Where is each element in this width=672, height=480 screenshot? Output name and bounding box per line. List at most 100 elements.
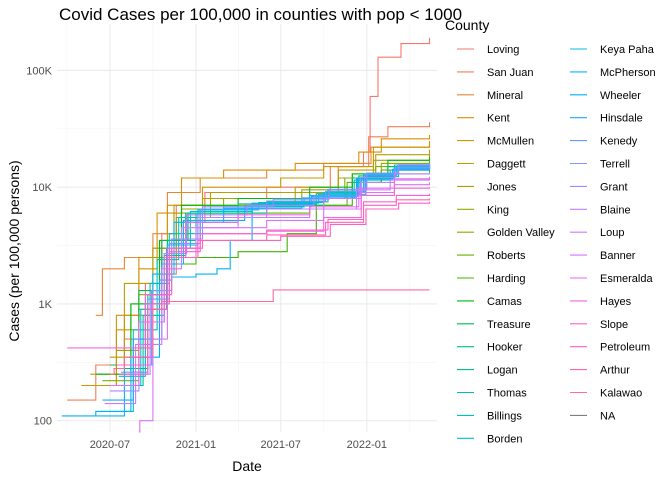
legend-item: Golden Valley	[457, 227, 555, 239]
legend-label: Hinsdale	[600, 113, 643, 125]
legend-label: Camas	[487, 296, 522, 308]
legend-item: Keya Paha	[570, 44, 655, 56]
legend-label: Hooker	[487, 342, 523, 354]
legend-title: County	[445, 17, 489, 33]
x-tick-label: 2022-01	[347, 439, 387, 451]
legend-item: Terrell	[570, 159, 630, 171]
legend-item: Billings	[457, 410, 522, 422]
legend-label: Golden Valley	[487, 227, 555, 239]
y-tick-label: 100K	[26, 65, 52, 77]
legend-label: Banner	[600, 250, 636, 262]
legend-label: San Juan	[487, 67, 533, 79]
x-tick-label: 2021-07	[261, 439, 301, 451]
grid	[57, 24, 437, 432]
x-tick-label: 2020-07	[90, 439, 130, 451]
legend-label: Roberts	[487, 250, 526, 262]
legend-item: Grant	[570, 181, 628, 193]
legend-item: Esmeralda	[570, 273, 653, 285]
y-axis-title: Cases (per 100,000 persons)	[6, 160, 22, 341]
legend-label: Logan	[487, 365, 518, 377]
legend-label: Harding	[487, 273, 526, 285]
legend-item: Kenedy	[570, 136, 638, 148]
series-line-daggett	[90, 149, 431, 375]
y-axis-ticks: 100 1K 10K 100K	[26, 65, 52, 427]
series-lines	[61, 37, 431, 433]
legend-item: Blaine	[570, 204, 631, 216]
legend-item: Hayes	[570, 296, 632, 308]
legend-item: Petroleum	[570, 342, 650, 354]
legend-label: Terrell	[600, 159, 630, 171]
legend-label: McPherson	[600, 67, 656, 79]
series-line-roberts	[118, 166, 431, 366]
legend-label: Esmeralda	[600, 273, 653, 285]
legend-label: Loving	[487, 44, 519, 56]
legend-label: Kent	[487, 113, 510, 125]
series-line-banner	[138, 182, 431, 433]
legend-item: Banner	[570, 250, 636, 262]
legend-item: Roberts	[457, 250, 526, 262]
legend-label: King	[487, 204, 509, 216]
legend-item: Daggett	[457, 159, 526, 171]
legend-label: Loup	[600, 227, 624, 239]
legend-item: King	[457, 204, 509, 216]
legend-label: Hayes	[600, 296, 632, 308]
series-line-keya-paha	[118, 164, 431, 377]
legend-item: Hinsdale	[570, 113, 643, 125]
legend-item: Logan	[457, 365, 518, 377]
legend-label: Kalawao	[600, 388, 642, 400]
legend-label: Billings	[487, 410, 522, 422]
legend-label: Arthur	[600, 365, 630, 377]
legend-label: McMullen	[487, 136, 534, 148]
legend-item: Hooker	[457, 342, 523, 354]
legend-item: McMullen	[457, 136, 534, 148]
legend-label: Daggett	[487, 159, 526, 171]
legend-item: McPherson	[570, 67, 656, 79]
legend-label: Petroleum	[600, 342, 650, 354]
legend-label: Mineral	[487, 90, 523, 102]
x-tick-label: 2021-01	[176, 439, 216, 451]
legend-item: San Juan	[457, 67, 533, 79]
series-line-kalawao	[109, 289, 430, 375]
legend-item: Harding	[457, 273, 526, 285]
legend-item: Slope	[570, 319, 628, 331]
legend-item: NA	[570, 410, 616, 422]
legend-item: Wheeler	[570, 90, 641, 102]
series-line-arthur	[118, 198, 431, 375]
series-line-jones	[109, 154, 431, 358]
legend-item: Arthur	[570, 365, 630, 377]
series-line-mineral	[95, 140, 431, 316]
y-tick-label: 1K	[39, 299, 53, 311]
series-line-wheeler	[61, 166, 431, 417]
legend-label: NA	[600, 410, 616, 422]
legend: County Loving San Juan Mineral Kent McMullen…	[445, 17, 656, 445]
legend-item: Treasure	[457, 319, 531, 331]
legend-label: Jones	[487, 181, 517, 193]
legend-item: Loup	[570, 227, 624, 239]
x-axis-ticks: 2020-07 2021-01 2021-07 2022-01	[90, 439, 387, 451]
legend-label: Keya Paha	[600, 44, 655, 56]
y-tick-label: 100	[34, 416, 52, 428]
legend-label: Borden	[487, 433, 522, 445]
series-line-petroleum	[128, 201, 431, 358]
legend-label: Thomas	[487, 388, 527, 400]
legend-item: Loving	[457, 44, 519, 56]
legend-label: Slope	[600, 319, 628, 331]
legend-item: Kent	[457, 113, 510, 125]
legend-item: Mineral	[457, 90, 523, 102]
legend-label: Treasure	[487, 319, 531, 331]
legend-item: Camas	[457, 296, 522, 308]
legend-label: Grant	[600, 181, 628, 193]
legend-item: Jones	[457, 181, 517, 193]
chart-title: Covid Cases per 100,000 in counties with…	[59, 5, 462, 24]
legend-label: Blaine	[600, 204, 631, 216]
legend-item: Thomas	[457, 388, 527, 400]
legend-label: Kenedy	[600, 136, 638, 148]
x-axis-title: Date	[232, 458, 262, 474]
y-tick-label: 10K	[32, 182, 52, 194]
series-line-terrell	[126, 162, 431, 366]
legend-label: Wheeler	[600, 90, 641, 102]
series-line-esmeralda	[109, 176, 431, 387]
legend-item: Borden	[457, 433, 522, 445]
legend-item: Kalawao	[570, 388, 642, 400]
